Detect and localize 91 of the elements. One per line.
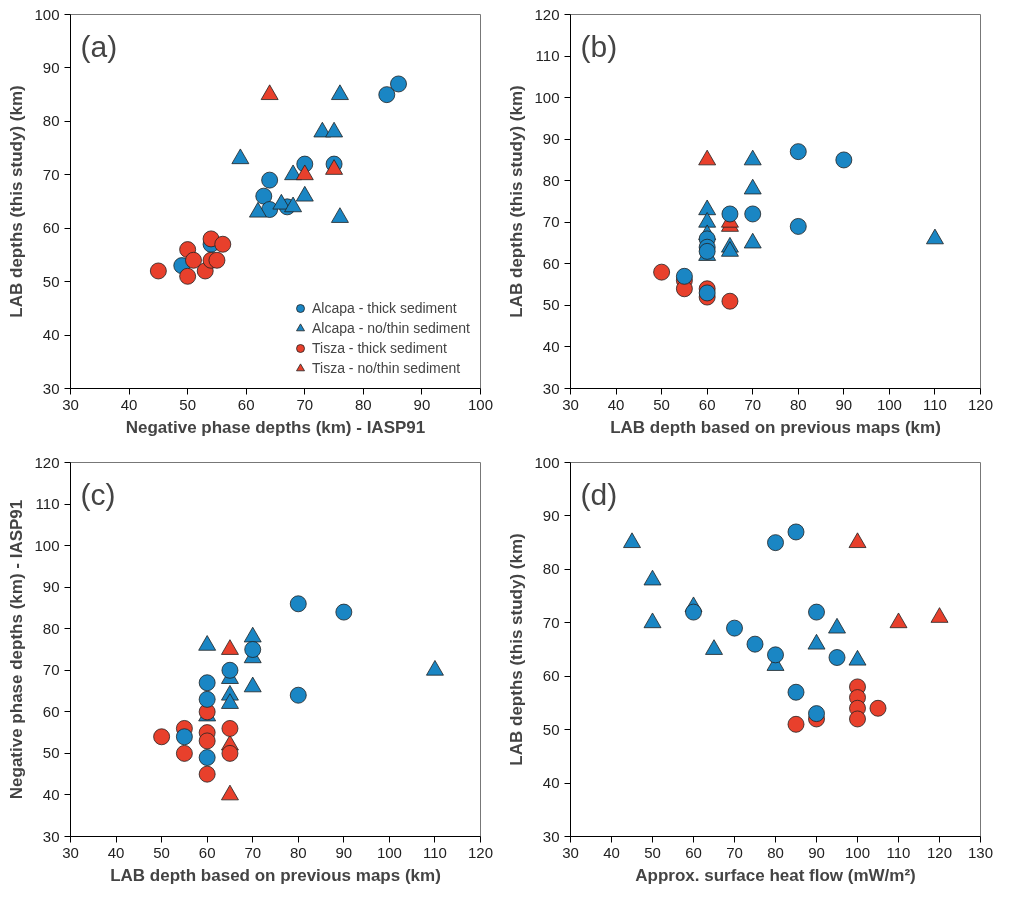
x-tick-label: 60 (685, 843, 702, 861)
y-tick-label: 120 (534, 5, 560, 23)
y-tick-label: 50 (42, 744, 60, 762)
y-tick-label: 70 (42, 165, 60, 183)
y-tick-label: 110 (35, 495, 60, 513)
annotation: (b) (580, 29, 618, 63)
x-tick-label: 40 (607, 395, 625, 413)
x-tick-label: 90 (835, 395, 853, 413)
x-tick-label: 30 (562, 395, 579, 413)
y-tick-label: 90 (542, 130, 560, 148)
y-tick-label: 50 (42, 272, 60, 290)
x-tick-label: 60 (698, 395, 716, 413)
y-tick-label: 70 (542, 213, 560, 231)
x-axis-title: LAB depth based on previous maps (km) (110, 865, 441, 885)
y-axis-title: LAB depths (this study) (km) (507, 85, 527, 318)
y-tick-label: 80 (42, 112, 60, 130)
y-tick-label: 60 (542, 667, 560, 685)
y-axis-title: Negative phase depths (km) - IASP91 (7, 499, 27, 800)
x-tick-label: 90 (808, 843, 825, 861)
y-tick-label: 60 (42, 219, 60, 237)
x-tick-label: 50 (179, 395, 196, 413)
y-axis-title: LAB depths (this study) (km) (7, 85, 27, 318)
y-tick-label: 100 (534, 453, 560, 471)
legend-label: Alcapa - no/thin sediment (312, 320, 470, 336)
x-tick-label: 110 (886, 843, 911, 861)
x-tick-label: 70 (726, 843, 743, 861)
y-tick-label: 120 (34, 453, 60, 471)
y-tick-label: 40 (542, 774, 560, 792)
y-tick-label: 90 (42, 58, 60, 76)
y-tick-label: 100 (534, 88, 560, 106)
annotation: (d) (580, 477, 618, 511)
x-tick-label: 40 (120, 395, 138, 413)
x-tick-label: 30 (62, 843, 79, 861)
x-tick-label: 50 (153, 843, 170, 861)
x-tick-label: 100 (876, 395, 902, 413)
x-tick-label: 110 (422, 843, 447, 861)
x-tick-label: 80 (789, 395, 807, 413)
annotation: (a) (80, 29, 118, 63)
y-axis-title: LAB depths (this study) (km) (507, 533, 527, 766)
x-tick-label: 120 (967, 395, 994, 413)
legend-label: Tisza - no/thin sediment (312, 360, 461, 376)
x-tick-label: 130 (967, 843, 994, 861)
y-tick-label: 110 (535, 47, 560, 65)
y-tick-label: 80 (42, 619, 60, 637)
y-tick-label: 30 (542, 379, 560, 397)
x-axis-title: Approx. surface heat flow (mW/m²) (635, 865, 916, 885)
y-tick-label: 40 (42, 785, 60, 803)
x-tick-label: 90 (335, 843, 353, 861)
y-tick-label: 70 (542, 613, 560, 631)
x-tick-label: 50 (653, 395, 670, 413)
x-tick-label: 100 (844, 843, 871, 861)
x-tick-label: 100 (467, 395, 494, 413)
y-tick-label: 100 (34, 536, 60, 554)
legend-label: Tisza - thick sediment (312, 340, 447, 356)
y-tick-label: 60 (42, 702, 60, 720)
y-tick-label: 80 (542, 560, 560, 578)
x-tick-label: 60 (198, 843, 216, 861)
x-tick-label: 70 (296, 395, 314, 413)
y-tick-label: 100 (34, 5, 60, 23)
y-tick-label: 90 (42, 578, 60, 596)
x-tick-label: 50 (644, 843, 661, 861)
y-tick-label: 40 (42, 326, 60, 344)
x-tick-label: 60 (237, 395, 255, 413)
x-tick-label: 80 (289, 843, 307, 861)
x-tick-label: 70 (744, 395, 762, 413)
y-tick-label: 60 (542, 254, 560, 272)
y-tick-label: 30 (542, 827, 560, 845)
x-tick-label: 70 (244, 843, 262, 861)
x-tick-label: 80 (767, 843, 784, 861)
x-tick-label: 30 (562, 843, 579, 861)
x-tick-label: 30 (62, 395, 79, 413)
x-tick-label: 120 (467, 843, 494, 861)
x-tick-label: 120 (926, 843, 953, 861)
x-tick-label: 90 (413, 395, 431, 413)
y-tick-label: 30 (42, 379, 60, 397)
x-tick-label: 100 (376, 843, 402, 861)
x-axis-title: LAB depth based on previous maps (km) (610, 417, 941, 437)
x-tick-label: 110 (922, 395, 947, 413)
x-tick-label: 80 (355, 395, 372, 413)
legend-label: Alcapa - thick sediment (312, 300, 457, 316)
y-tick-label: 50 (542, 720, 560, 738)
y-tick-label: 40 (542, 337, 560, 355)
y-tick-label: 80 (542, 171, 560, 189)
x-tick-label: 40 (603, 843, 620, 861)
y-tick-label: 90 (542, 506, 560, 524)
y-tick-label: 70 (42, 661, 60, 679)
x-axis-title: Negative phase depths (km) - IASP91 (125, 417, 426, 437)
x-tick-label: 40 (107, 843, 125, 861)
y-tick-label: 30 (42, 827, 60, 845)
annotation: (c) (80, 477, 116, 511)
y-tick-label: 50 (542, 296, 560, 314)
